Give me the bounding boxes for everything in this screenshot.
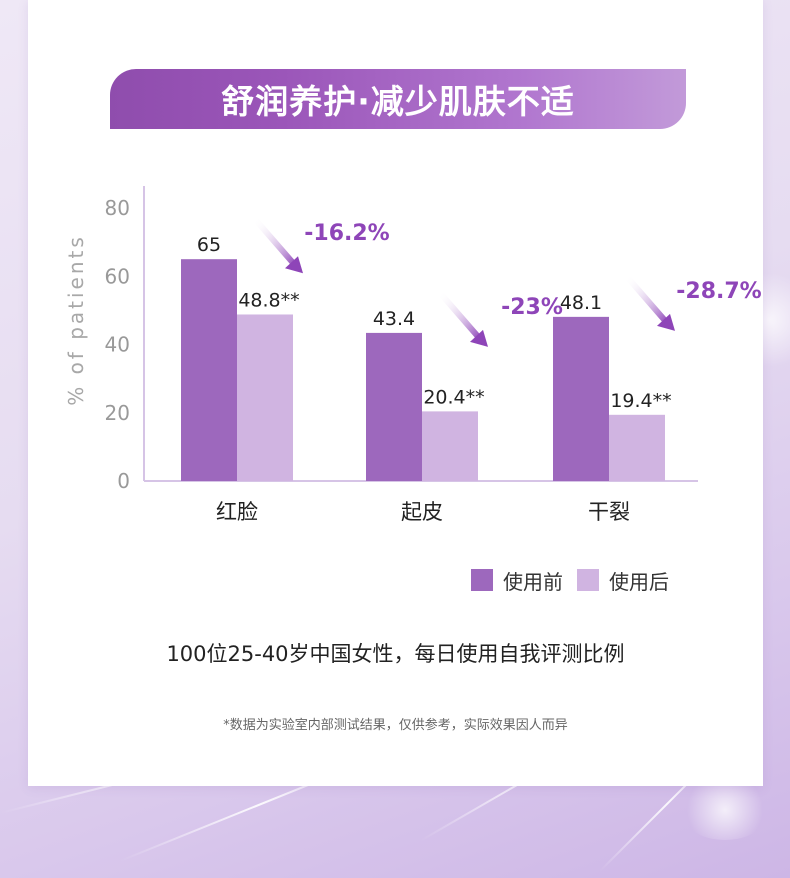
title-banner: 舒润养护·减少肌肤不适 [110,69,686,129]
y-tick-label: 0 [117,469,130,493]
bar-value-label: 43.4 [373,308,415,330]
page-title: 舒润养护·减少肌肤不适 [221,82,575,121]
bar-after [609,414,665,481]
legend-label-before: 使用前 [503,569,563,594]
bar-value-label: 20.4** [423,386,484,408]
y-tick-label: 60 [105,264,130,288]
bar-value-label: 65 [197,234,221,256]
bar-before [366,332,422,481]
reduction-arrow-head [657,313,675,331]
legend-item-before: 使用前 [471,566,563,595]
category-label: 干裂 [588,500,630,524]
bar-after [422,411,478,481]
bar-chart: 0 20 40 60 80 % of patients 65 48.8** 红脸 -16.2% 43… [64,186,762,524]
legend-swatch-after [577,569,599,591]
bar-value-label: 48.8** [238,289,299,311]
reduction-arrow-shaft [252,216,298,269]
y-tick-label: 40 [105,333,130,357]
bar-before [553,316,609,481]
legend-label-after: 使用后 [609,569,669,594]
reduction-percent-label: -16.2% [304,221,389,246]
y-tick-label: 80 [105,196,130,220]
legend-item-after: 使用后 [577,566,669,595]
bar-before [181,259,237,481]
background-glow [680,780,770,840]
reduction-arrow-head [285,256,303,274]
reduction-percent-label: -23% [501,295,563,320]
disclaimer-footnote: *数据为实验室内部测试结果，仅供参考，实际效果因人而异 [223,718,568,733]
y-tick-label: 20 [105,401,130,425]
reduction-arrow-shaft [437,289,483,342]
content-card: 舒润养护·减少肌肤不适 0 20 40 60 80 % of patients 65 48.8… [28,0,763,786]
reduction-arrow-head [470,329,488,347]
category-label: 红脸 [216,500,258,524]
bar-value-label: 48.1 [560,292,602,314]
bar-after [237,314,293,481]
reduction-arrow-shaft [624,273,670,326]
legend-swatch-before [471,569,493,591]
chart-legend: 使用前 使用后 [471,566,683,594]
bar-value-label: 19.4** [610,390,671,412]
reduction-percent-label: -28.7% [676,279,761,304]
category-label: 起皮 [401,500,443,524]
y-axis-label: % of patients [64,234,88,406]
study-caption: 100位25-40岁中国女性，每日使用自我评测比例 [166,642,625,666]
